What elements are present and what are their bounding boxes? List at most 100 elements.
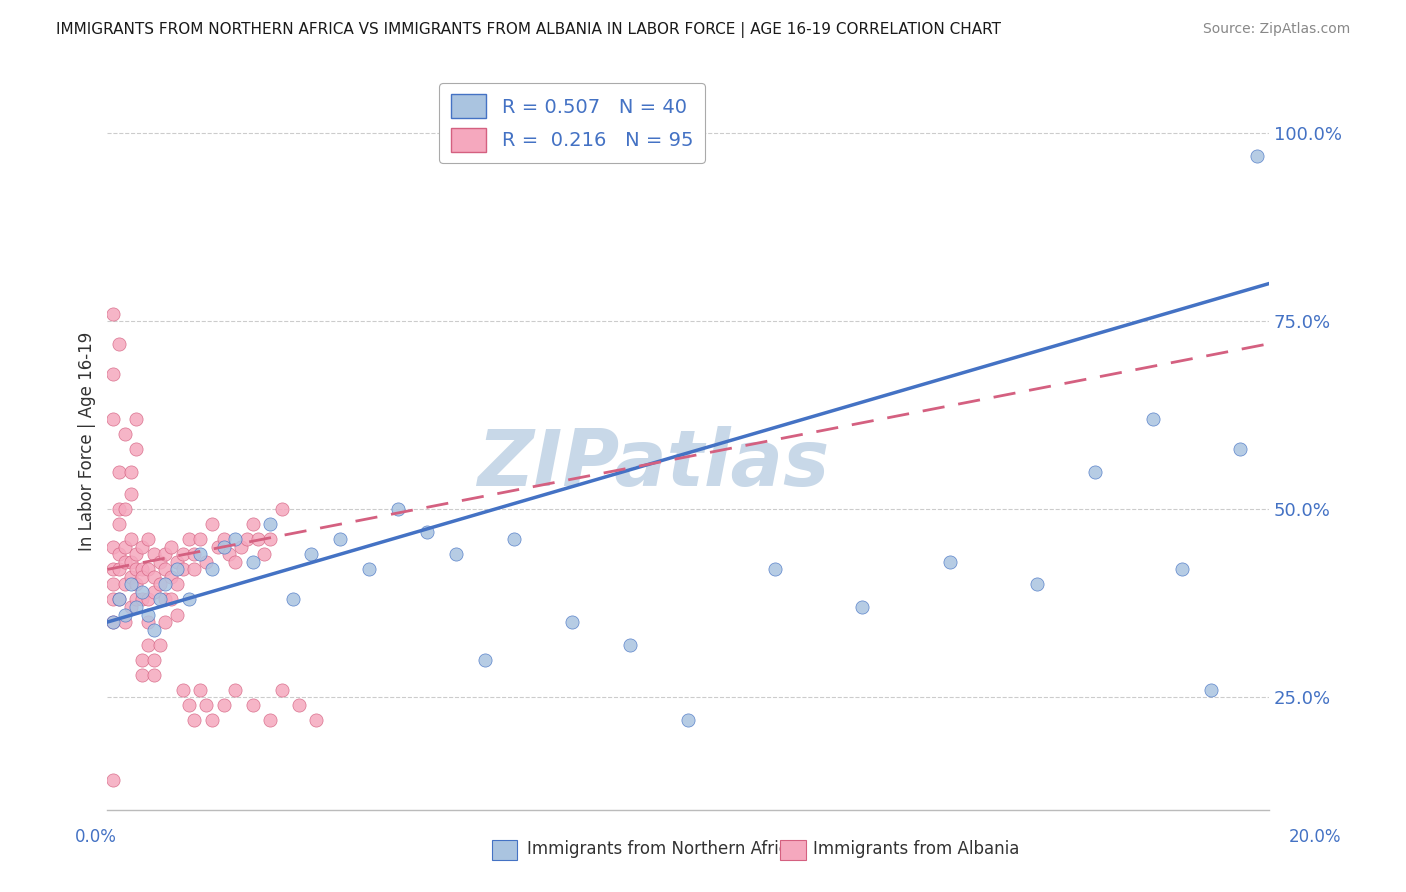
Point	[166, 562, 188, 576]
Point	[201, 713, 224, 727]
Point	[103, 615, 125, 629]
Text: IMMIGRANTS FROM NORTHERN AFRICA VS IMMIGRANTS FROM ALBANIA IN LABOR FORCE | AGE : IMMIGRANTS FROM NORTHERN AFRICA VS IMMIG…	[56, 22, 1001, 38]
Point	[114, 540, 136, 554]
Point	[259, 517, 281, 532]
Point	[172, 562, 194, 576]
Point	[676, 713, 699, 727]
Point	[108, 547, 131, 561]
Point	[242, 698, 264, 712]
Point	[160, 570, 183, 584]
Point	[224, 682, 246, 697]
Point	[125, 577, 148, 591]
Point	[108, 517, 131, 532]
Text: ZIPatlas: ZIPatlas	[477, 425, 830, 501]
Point	[155, 547, 177, 561]
Text: Immigrants from Northern Africa: Immigrants from Northern Africa	[527, 840, 799, 858]
Point	[561, 615, 583, 629]
Point	[120, 533, 142, 547]
Point	[114, 502, 136, 516]
Point	[212, 540, 235, 554]
Point	[131, 585, 153, 599]
Point	[1199, 682, 1222, 697]
Point	[103, 412, 125, 426]
Point	[195, 698, 218, 712]
Point	[236, 533, 259, 547]
Point	[851, 600, 873, 615]
Text: 20.0%: 20.0%	[1288, 828, 1341, 846]
Point	[474, 653, 496, 667]
Point	[142, 653, 165, 667]
Point	[357, 562, 380, 576]
Point	[160, 540, 183, 554]
Point	[155, 615, 177, 629]
Point	[224, 533, 246, 547]
Point	[136, 638, 159, 652]
Text: Immigrants from Albania: Immigrants from Albania	[813, 840, 1019, 858]
Point	[114, 615, 136, 629]
Point	[172, 682, 194, 697]
Point	[149, 638, 172, 652]
Point	[1229, 442, 1251, 456]
Point	[283, 592, 305, 607]
Point	[131, 653, 153, 667]
Point	[183, 547, 205, 561]
Point	[142, 570, 165, 584]
Point	[108, 562, 131, 576]
Text: 0.0%: 0.0%	[75, 828, 117, 846]
Point	[242, 555, 264, 569]
Point	[125, 442, 148, 456]
Point	[188, 682, 211, 697]
Point	[120, 555, 142, 569]
Point	[1084, 465, 1107, 479]
Point	[103, 562, 125, 576]
Point	[108, 592, 131, 607]
Point	[149, 592, 172, 607]
Point	[177, 533, 200, 547]
Point	[103, 540, 125, 554]
Point	[114, 427, 136, 442]
Point	[114, 577, 136, 591]
Point	[120, 570, 142, 584]
Point	[142, 667, 165, 681]
Point	[131, 592, 153, 607]
Point	[288, 698, 311, 712]
Point	[1025, 577, 1047, 591]
Point	[103, 367, 125, 381]
Point	[131, 540, 153, 554]
Point	[120, 487, 142, 501]
Point	[166, 607, 188, 622]
Point	[270, 682, 292, 697]
Point	[166, 555, 188, 569]
Point	[387, 502, 409, 516]
Point	[103, 592, 125, 607]
Point	[125, 547, 148, 561]
Point	[299, 547, 322, 561]
Point	[120, 577, 142, 591]
Point	[172, 547, 194, 561]
Point	[503, 533, 526, 547]
Text: Source: ZipAtlas.com: Source: ZipAtlas.com	[1202, 22, 1350, 37]
Point	[188, 533, 211, 547]
Point	[253, 547, 276, 561]
Point	[120, 465, 142, 479]
Point	[125, 592, 148, 607]
Point	[155, 562, 177, 576]
Point	[259, 533, 281, 547]
Point	[177, 698, 200, 712]
Point	[103, 307, 125, 321]
Point	[416, 524, 439, 539]
Point	[247, 533, 270, 547]
Point	[114, 555, 136, 569]
Legend: R = 0.507   N = 40, R =  0.216   N = 95: R = 0.507 N = 40, R = 0.216 N = 95	[439, 83, 704, 163]
Point	[136, 607, 159, 622]
Point	[1171, 562, 1194, 576]
Point	[155, 592, 177, 607]
Point	[149, 577, 172, 591]
Point	[212, 533, 235, 547]
Point	[183, 562, 205, 576]
Point	[201, 517, 224, 532]
Point	[136, 592, 159, 607]
Point	[149, 555, 172, 569]
Point	[131, 570, 153, 584]
Point	[160, 592, 183, 607]
